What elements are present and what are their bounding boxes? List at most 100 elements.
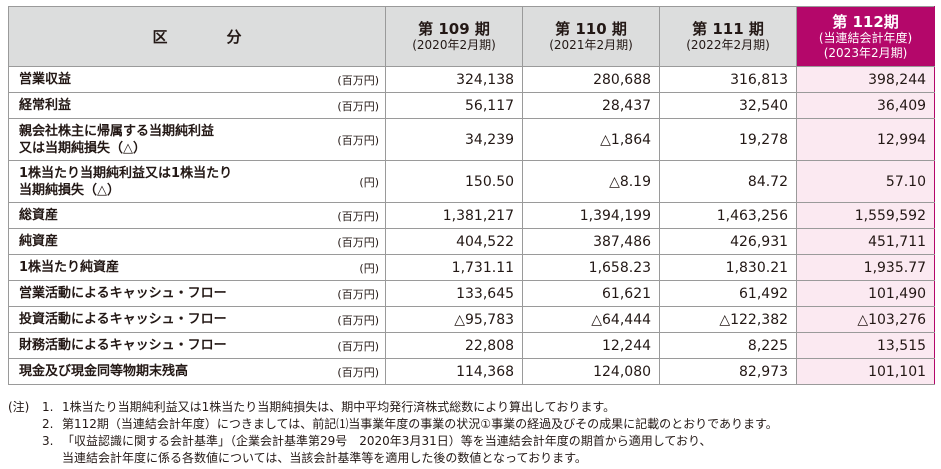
value-cell-current: 451,711: [796, 228, 936, 255]
row-unit: (百万円): [298, 202, 387, 229]
row-item-label: 営業活動によるキャッシュ・フロー: [8, 280, 299, 307]
table-row: 総資産 (百万円) 1,381,217 1,394,199 1,463,256 1,559…: [8, 202, 936, 229]
value-cell: 124,080: [522, 358, 661, 385]
value-cell: 426,931: [659, 228, 798, 255]
value-cell: 82,973: [659, 358, 798, 385]
table-header-row: 区 分 第 109 期 (2020年2月期) 第 110 期 (2021年2月期…: [7, 6, 936, 67]
table-row: 営業収益 (百万円) 324,138 280,688 316,813 398,244: [8, 66, 936, 93]
value-cell: 387,486: [522, 228, 661, 255]
header-period-112-current: 第 112期 (当連結会計年度) (2023年2月期): [796, 6, 936, 67]
footnote-lead: (注): [8, 400, 30, 414]
header-period-109: 第 109 期 (2020年2月期): [385, 6, 524, 67]
row-unit: (百万円): [298, 228, 387, 255]
value-cell-current: 1,559,592: [796, 202, 936, 229]
value-cell: △64,444: [522, 306, 661, 333]
value-cell: 133,645: [385, 280, 524, 307]
period-label: 第 109 期: [418, 20, 490, 38]
footnote-item: (注) 1. 1株当たり当期純利益又は1株当たり当期純損失は、期中平均発行済株式総数…: [8, 399, 934, 416]
header-period-110: 第 110 期 (2021年2月期): [522, 6, 661, 67]
period-label: 第 111 期: [692, 20, 764, 38]
period-fiscal-year: (2022年2月期): [686, 38, 770, 52]
table-row: 経常利益 (百万円) 56,117 28,437 32,540 36,409: [8, 92, 936, 119]
value-cell-current: 12,994: [796, 118, 936, 161]
footnote-number: 1.: [42, 400, 54, 414]
footnote-text: 「収益認識に関する会計基準」（企業会計基準第29号 2020年3月31日）等を当…: [62, 434, 712, 448]
row-unit: (百万円): [298, 280, 387, 307]
header-period-111: 第 111 期 (2022年2月期): [659, 6, 798, 67]
period-fiscal-year: (2020年2月期): [412, 38, 496, 52]
row-item-label: 財務活動によるキャッシュ・フロー: [8, 332, 299, 359]
row-item-label: 純資産: [8, 228, 299, 255]
value-cell: 324,138: [385, 66, 524, 93]
row-unit: (円): [298, 160, 387, 203]
value-cell-current: 57.10: [796, 160, 936, 203]
value-cell: 1,463,256: [659, 202, 798, 229]
footnote-list: (注) 1. 1株当たり当期純利益又は1株当たり当期純損失は、期中平均発行済株式総数…: [8, 399, 934, 467]
table-body: 営業収益 (百万円) 324,138 280,688 316,813 398,244 経常利…: [8, 66, 936, 385]
value-cell-current: △103,276: [796, 306, 936, 333]
row-item-label: 営業収益: [8, 66, 299, 93]
table-row: 財務活動によるキャッシュ・フロー (百万円) 22,808 12,244 8,225 13…: [8, 332, 936, 359]
footnote-item: 2. 第112期（当連結会計年度）につきましては、前記⑴当事業年度の事業の状況①事…: [8, 416, 934, 433]
footnote-item: 3. 「収益認識に関する会計基準」（企業会計基準第29号 2020年3月31日）等…: [8, 433, 934, 450]
row-item-label: 投資活動によるキャッシュ・フロー: [8, 306, 299, 333]
table-row: 現金及び現金同等物期末残高 (百万円) 114,368 124,080 82,973 10…: [8, 358, 936, 385]
row-unit: (百万円): [298, 66, 387, 93]
row-unit: (百万円): [298, 332, 387, 359]
value-cell: 56,117: [385, 92, 524, 119]
value-cell: 12,244: [522, 332, 661, 359]
table-row: 投資活動によるキャッシュ・フロー (百万円) △95,783 △64,444 △122,…: [8, 306, 936, 333]
row-unit: (百万円): [298, 118, 387, 161]
value-cell: 1,381,217: [385, 202, 524, 229]
footnote-text: 第112期（当連結会計年度）につきましては、前記⑴当事業年度の事業の状況①事業の…: [62, 417, 778, 431]
table-row: 純資産 (百万円) 404,522 387,486 426,931 451,711: [8, 228, 936, 255]
value-cell: 61,492: [659, 280, 798, 307]
footnote-number: 2.: [42, 417, 54, 431]
period-fiscal-year: (2023年2月期): [823, 45, 908, 60]
value-cell: 22,808: [385, 332, 524, 359]
value-cell: 316,813: [659, 66, 798, 93]
footnote-number: 3.: [42, 434, 54, 448]
value-cell-current: 101,490: [796, 280, 936, 307]
value-cell: 1,731.11: [385, 254, 524, 281]
value-cell-current: 36,409: [796, 92, 936, 119]
period-label: 第 110 期: [555, 20, 627, 38]
value-cell: 61,621: [522, 280, 661, 307]
row-item-label: 1株当たり純資産: [8, 254, 299, 281]
footnote-text-continued: 当連結会計年度に係る各数値については、当該会計基準等を適用した後の数値となってお…: [62, 451, 587, 465]
value-cell: 8,225: [659, 332, 798, 359]
value-cell: 280,688: [522, 66, 661, 93]
footnote-lead: [8, 433, 42, 450]
row-item-label: 現金及び現金同等物期末残高: [8, 358, 299, 385]
row-item-label: 経常利益: [8, 92, 299, 119]
row-item-label: 親会社株主に帰属する当期純利益 又は当期純損失（△）: [8, 118, 299, 161]
value-cell-current: 13,515: [796, 332, 936, 359]
row-unit: (円): [298, 254, 387, 281]
value-cell: 114,368: [385, 358, 524, 385]
value-cell: 84.72: [659, 160, 798, 203]
row-unit: (百万円): [298, 92, 387, 119]
period-current-label: (当連結会計年度): [818, 30, 913, 45]
table-row: 1株当たり純資産 (円) 1,731.11 1,658.23 1,830.21 1,935…: [8, 254, 936, 281]
financial-summary-table: 区 分 第 109 期 (2020年2月期) 第 110 期 (2021年2月期…: [7, 6, 936, 385]
value-cell: 404,522: [385, 228, 524, 255]
value-cell: △122,382: [659, 306, 798, 333]
value-cell: 19,278: [659, 118, 798, 161]
period-label: 第 112期: [832, 12, 899, 31]
value-cell: 28,437: [522, 92, 661, 119]
footnotes: (注) 1. 1株当たり当期純利益又は1株当たり当期純損失は、期中平均発行済株式総数…: [8, 399, 934, 467]
value-cell: 1,830.21: [659, 254, 798, 281]
period-fiscal-year: (2021年2月期): [549, 38, 633, 52]
header-kubun: 区 分: [7, 6, 387, 67]
value-cell: 150.50: [385, 160, 524, 203]
row-item-label: 総資産: [8, 202, 299, 229]
footnote-text: 1株当たり当期純利益又は1株当たり当期純損失は、期中平均発行済株式総数により算出…: [62, 400, 616, 414]
row-unit: (百万円): [298, 306, 387, 333]
value-cell-current: 101,101: [796, 358, 936, 385]
table-row: 1株当たり当期純利益又は1株当たり 当期純損失（△） (円) 150.50 △8.19 8…: [8, 160, 936, 203]
value-cell: △1,864: [522, 118, 661, 161]
value-cell: 34,239: [385, 118, 524, 161]
row-item-label: 1株当たり当期純利益又は1株当たり 当期純損失（△）: [8, 160, 299, 203]
value-cell: △95,783: [385, 306, 524, 333]
value-cell: 1,658.23: [522, 254, 661, 281]
